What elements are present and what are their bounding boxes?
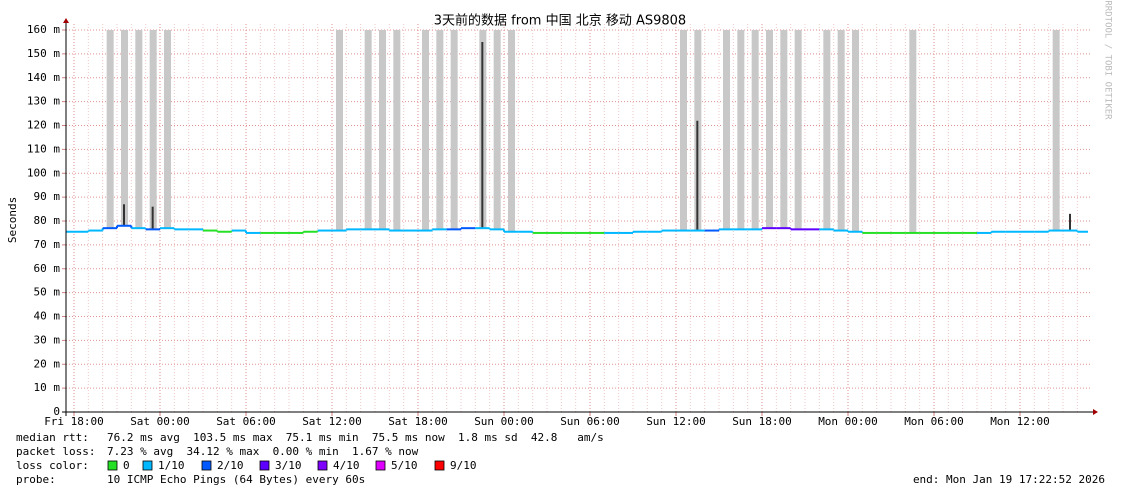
legend-swatch bbox=[259, 460, 270, 471]
legend-swatch bbox=[142, 460, 153, 471]
y-tick-label: 150 m bbox=[27, 47, 60, 60]
legend-entry: 5/10 bbox=[391, 459, 418, 472]
y-tick-label: 0 bbox=[53, 405, 60, 418]
smoke-bar bbox=[393, 30, 401, 231]
y-tick-label: 160 m bbox=[27, 23, 60, 36]
smoke-bar bbox=[780, 30, 788, 229]
y-tick-label: 100 m bbox=[27, 166, 60, 179]
y-tick-label: 130 m bbox=[27, 95, 60, 108]
smoke-bar bbox=[149, 30, 157, 230]
legend-swatch bbox=[317, 460, 328, 471]
smoke-bar bbox=[794, 30, 802, 230]
legend-entry: 2/10 bbox=[217, 459, 244, 472]
y-tick-label: 110 m bbox=[27, 142, 60, 155]
probe-text: 10 ICMP Echo Pings (64 Bytes) every 60s bbox=[107, 473, 365, 486]
smoke-bar bbox=[909, 30, 917, 233]
stat-values: 76.2 ms avg 103.5 ms max 75.1 ms min 75.… bbox=[107, 431, 604, 444]
x-tick-label: Sun 18:00 bbox=[732, 415, 792, 428]
legend-entry: 1/10 bbox=[158, 459, 185, 472]
legend-swatch bbox=[434, 460, 445, 471]
smoke-bar bbox=[751, 30, 759, 230]
smoke-bar bbox=[336, 30, 343, 231]
legend-swatch bbox=[201, 460, 212, 471]
y-tick-label: 10 m bbox=[34, 381, 61, 394]
legend-label: loss color: bbox=[16, 459, 89, 472]
x-tick-label: Sat 00:00 bbox=[130, 415, 190, 428]
smoke-bar bbox=[422, 30, 429, 231]
smoke-bar bbox=[164, 30, 171, 229]
watermark: RRDTOOL / TOBI OETIKER bbox=[1103, 0, 1113, 120]
y-tick-label: 90 m bbox=[34, 190, 61, 203]
legend-entry: 9/10 bbox=[450, 459, 477, 472]
y-tick-label: 50 m bbox=[34, 286, 61, 299]
smoke-bar bbox=[723, 30, 730, 230]
smoke-bar bbox=[135, 30, 143, 229]
smoke-bar bbox=[121, 30, 128, 226]
chart-title: 3天前的数据 from 中国 北京 移动 AS9808 bbox=[434, 13, 686, 29]
smoke-bar bbox=[737, 30, 745, 230]
smoke-bar bbox=[837, 30, 845, 231]
smoke-bar bbox=[493, 30, 501, 230]
legend-entry: 0 bbox=[123, 459, 130, 472]
y-tick-label: 20 m bbox=[34, 357, 61, 370]
legend-swatch bbox=[375, 460, 386, 471]
stat-label: median rtt: bbox=[16, 431, 89, 444]
smoke-bar bbox=[106, 30, 114, 229]
y-tick-label: 120 m bbox=[27, 119, 60, 132]
y-axis-label: Seconds bbox=[6, 197, 19, 243]
x-tick-label: Mon 00:00 bbox=[818, 415, 878, 428]
y-tick-label: 30 m bbox=[34, 333, 61, 346]
y-tick-label: 140 m bbox=[27, 71, 60, 84]
probe-label: probe: bbox=[16, 473, 56, 486]
x-tick-label: Mon 12:00 bbox=[990, 415, 1050, 428]
x-tick-label: Fri 18:00 bbox=[44, 415, 104, 428]
smoke-bar bbox=[508, 30, 515, 232]
y-tick-label: 70 m bbox=[34, 238, 61, 251]
stat-values: 7.23 % avg 34.12 % max 0.00 % min 1.67 %… bbox=[107, 445, 419, 458]
y-arrow bbox=[63, 18, 69, 23]
legend-entry: 3/10 bbox=[275, 459, 302, 472]
smoke-bar bbox=[823, 30, 831, 230]
x-tick-label: Sun 00:00 bbox=[474, 415, 534, 428]
x-tick-label: Sat 06:00 bbox=[216, 415, 276, 428]
x-tick-label: Sun 06:00 bbox=[560, 415, 620, 428]
x-tick-label: Sat 12:00 bbox=[302, 415, 362, 428]
x-tick-label: Sat 18:00 bbox=[388, 415, 448, 428]
stat-label: packet loss: bbox=[16, 445, 95, 458]
y-tick-label: 80 m bbox=[34, 214, 61, 227]
end-time: end: Mon Jan 19 17:22:52 2026 bbox=[913, 473, 1105, 486]
smoke-bar bbox=[766, 30, 773, 229]
y-tick-label: 60 m bbox=[34, 262, 61, 275]
smoke-bar bbox=[680, 30, 687, 231]
smoke-bar bbox=[1052, 30, 1060, 231]
x-tick-label: Sun 12:00 bbox=[646, 415, 706, 428]
legend-swatch bbox=[107, 460, 118, 471]
smoke-bar bbox=[436, 30, 444, 230]
legend-entry: 4/10 bbox=[333, 459, 360, 472]
smoke-bar bbox=[450, 30, 458, 230]
x-arrow bbox=[1093, 409, 1098, 415]
smoke-bar bbox=[379, 30, 386, 230]
y-tick-label: 40 m bbox=[34, 310, 61, 323]
smoke-bar bbox=[364, 30, 372, 230]
x-tick-label: Mon 06:00 bbox=[904, 415, 964, 428]
smoke-bar bbox=[852, 30, 859, 232]
